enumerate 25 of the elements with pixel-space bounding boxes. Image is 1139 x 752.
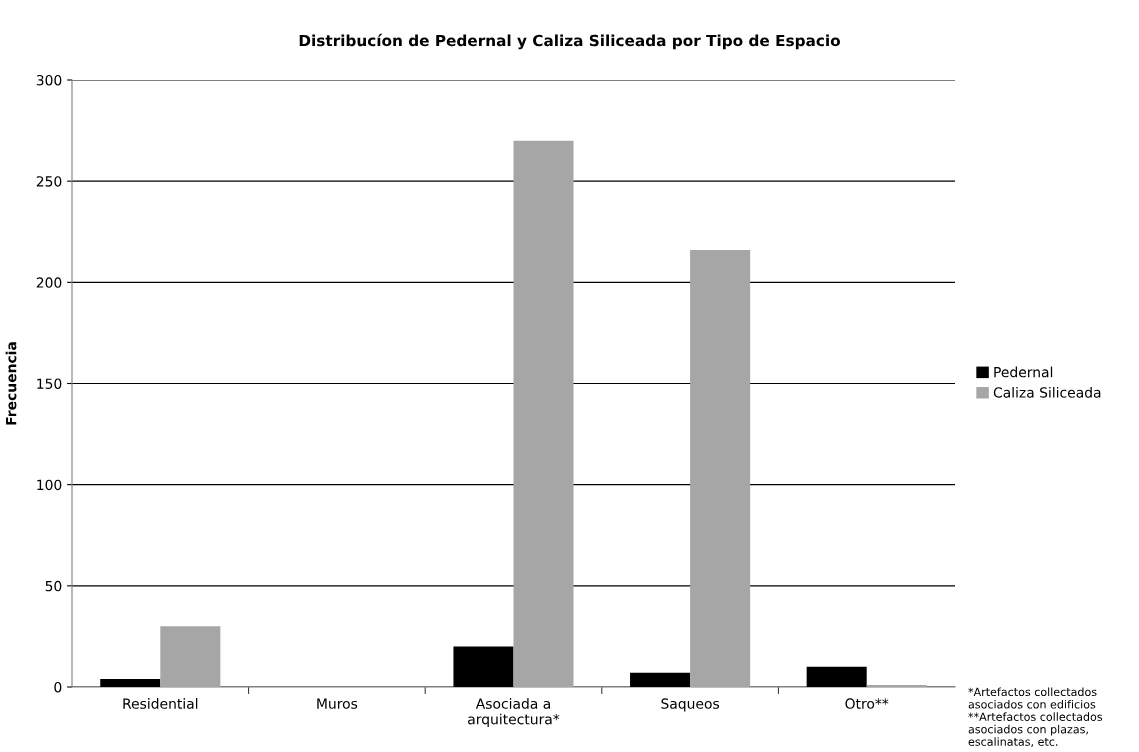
y-tick-label: 200 bbox=[36, 277, 62, 288]
legend-label: Pedernal bbox=[994, 366, 1053, 378]
chart-title: Distribucíon de Pedernal y Caliza Siliceada por Tipo de Espacio bbox=[299, 33, 840, 50]
y-tick-label: 300 bbox=[36, 74, 62, 86]
bar bbox=[630, 672, 691, 687]
x-tick-label: Otro** bbox=[845, 698, 889, 709]
bar bbox=[453, 646, 514, 687]
y-axis-title: Frecuencia bbox=[5, 342, 17, 425]
bar bbox=[690, 249, 751, 687]
bar bbox=[160, 626, 221, 687]
y-tick-label: 150 bbox=[37, 378, 62, 389]
bar bbox=[866, 684, 927, 687]
x-tick-label: Saqueos bbox=[661, 698, 720, 712]
bar bbox=[100, 678, 161, 687]
legend-label: Caliza Siliceada bbox=[993, 386, 1101, 398]
y-tick-label: 50 bbox=[45, 580, 62, 592]
x-tick-label: Residential bbox=[123, 698, 198, 709]
bar bbox=[513, 140, 574, 687]
y-tick-label: 100 bbox=[37, 479, 62, 491]
bar bbox=[806, 666, 867, 687]
y-tick-label: 0 bbox=[54, 681, 62, 693]
text: *Artefactos collectados asociados con edificios **Artefactos collectados asociados con plazas, escalinatas, etc. bbox=[968, 687, 1103, 747]
x-tick-label: Asociada a arquitectura* bbox=[468, 698, 560, 728]
x-tick-label: Muros bbox=[317, 698, 358, 709]
y-tick-label: 250 bbox=[36, 176, 62, 187]
